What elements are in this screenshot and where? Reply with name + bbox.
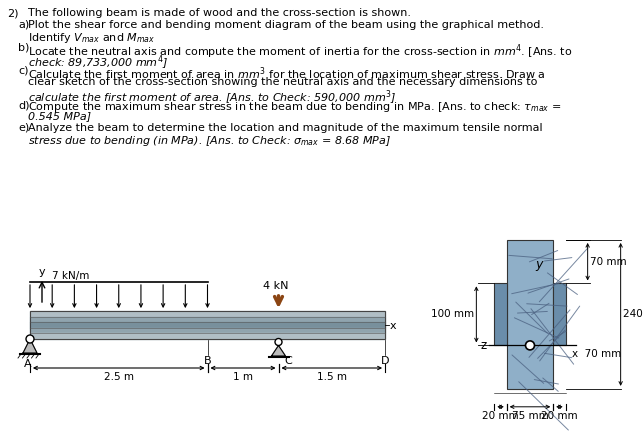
Text: 0.545 MPa]: 0.545 MPa]	[28, 111, 91, 121]
Circle shape	[525, 341, 534, 350]
Bar	[30, 317, 385, 322]
Text: 70 mm: 70 mm	[590, 257, 626, 267]
Text: z: z	[480, 339, 486, 352]
Text: b): b)	[18, 43, 30, 52]
Text: The following beam is made of wood and the cross-section is shown.: The following beam is made of wood and t…	[28, 8, 411, 18]
Text: B: B	[204, 356, 212, 366]
Text: 2): 2)	[7, 8, 19, 18]
Text: Analyze the beam to determine the location and magnitude of the maximum tensile : Analyze the beam to determine the locati…	[28, 123, 543, 133]
Text: Identify $V_{max}$ and $M_{max}$: Identify $V_{max}$ and $M_{max}$	[28, 31, 155, 45]
Text: x: x	[390, 321, 397, 331]
Text: 1 m: 1 m	[233, 372, 253, 382]
Text: stress due to bending (in MPa). [Ans. to Check: $\sigma_{max}$ = 8.68 MPa]: stress due to bending (in MPa). [Ans. to…	[28, 135, 391, 148]
Polygon shape	[271, 345, 285, 356]
Text: a): a)	[18, 19, 29, 29]
Text: 7 kN/m: 7 kN/m	[52, 271, 89, 281]
Text: 4 kN: 4 kN	[263, 281, 288, 291]
Bar	[553, 283, 566, 345]
Text: C: C	[284, 356, 293, 366]
Text: clear sketch of the cross-section showing the neutral axis and the necessary dim: clear sketch of the cross-section showin…	[28, 77, 538, 87]
Circle shape	[26, 335, 34, 343]
Text: y: y	[39, 267, 45, 277]
Text: D: D	[381, 356, 389, 366]
Text: 20 mm: 20 mm	[541, 411, 578, 421]
Bar	[30, 311, 385, 339]
Polygon shape	[23, 339, 37, 353]
Text: 75 mm: 75 mm	[512, 411, 548, 421]
Bar	[30, 328, 385, 334]
Text: d): d)	[18, 100, 30, 110]
Text: calculate the first moment of area. [Ans. to Check: 590,000 $mm^3$]: calculate the first moment of area. [Ans…	[28, 88, 397, 107]
Bar	[30, 311, 385, 317]
Bar	[507, 240, 553, 389]
Text: 2.5 m: 2.5 m	[104, 372, 134, 382]
Text: c): c)	[18, 66, 28, 76]
Circle shape	[275, 338, 282, 345]
Text: y: y	[535, 258, 543, 271]
Text: A: A	[24, 359, 32, 369]
Text: 100 mm: 100 mm	[431, 309, 475, 319]
Bar	[30, 334, 385, 339]
Text: e): e)	[18, 123, 29, 133]
Text: check: 89,733,000 $mm^4$]: check: 89,733,000 $mm^4$]	[28, 54, 168, 73]
Text: Compute the maximum shear stress in the beam due to bending in MPa. [Ans. to che: Compute the maximum shear stress in the …	[28, 100, 561, 114]
Text: x  70 mm: x 70 mm	[572, 349, 621, 359]
Bar	[494, 283, 507, 345]
Text: Calculate the first moment of area in $mm^3$ for the location of maximum shear s: Calculate the first moment of area in $m…	[28, 66, 546, 82]
Text: 1.5 m: 1.5 m	[317, 372, 347, 382]
Text: Plot the shear force and bending moment diagram of the beam using the graphical : Plot the shear force and bending moment …	[28, 19, 544, 29]
Text: 20 mm: 20 mm	[482, 411, 519, 421]
Bar	[30, 322, 385, 328]
Text: Locate the neutral axis and compute the moment of inertia for the cross-section : Locate the neutral axis and compute the …	[28, 43, 572, 61]
Text: 240 mm: 240 mm	[622, 309, 643, 319]
